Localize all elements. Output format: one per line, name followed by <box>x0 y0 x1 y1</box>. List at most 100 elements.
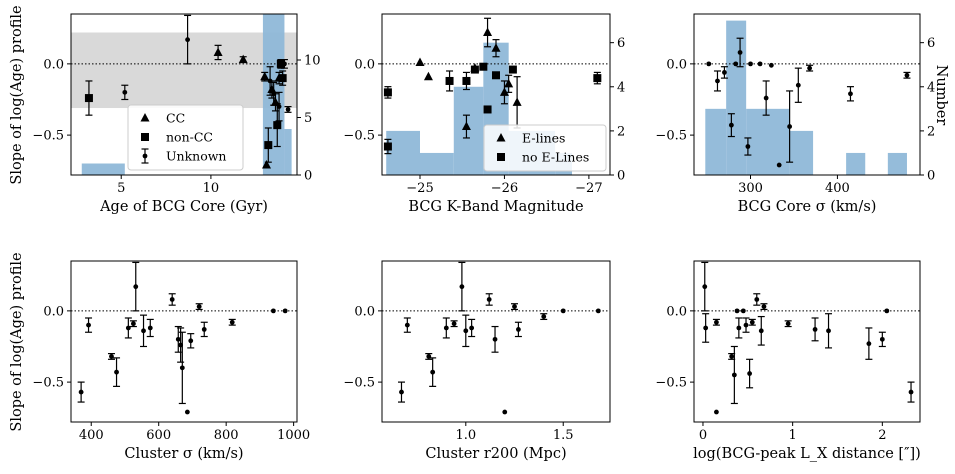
shared-y-axis-label-bottom: Slope of log(Age) profile <box>9 252 25 431</box>
point-triangle <box>483 27 493 37</box>
right-y-tick-label: 5 <box>304 111 312 126</box>
plot-area-cluster_sigma <box>71 261 297 415</box>
point-dot <box>728 122 734 128</box>
point-dot <box>541 314 547 319</box>
right-y-tick-label: 4 <box>617 80 625 95</box>
point-square <box>383 88 392 97</box>
point-dot <box>734 308 740 314</box>
legend-label: CC <box>166 111 185 126</box>
x-tick-label: −25 <box>406 181 433 196</box>
x-tick-label: −27 <box>575 181 602 196</box>
point-square <box>593 74 602 83</box>
axes-frame <box>693 13 921 176</box>
right-y-tick-label: 0 <box>617 169 625 184</box>
point-dot <box>86 322 91 328</box>
y-tick-label: −0.5 <box>343 129 375 144</box>
x-axis-label: Age of BCG Core (Gyr) <box>99 199 268 215</box>
histogram-bar <box>746 108 790 175</box>
point-dot <box>904 72 910 78</box>
point-dot <box>169 297 175 302</box>
point-dot <box>706 61 712 67</box>
axes-frame <box>693 260 921 423</box>
x-tick-label: 400 <box>825 181 850 196</box>
point-dot <box>109 354 114 359</box>
point-square <box>483 105 492 114</box>
point-dot <box>714 409 719 415</box>
point-dot <box>131 321 136 327</box>
point-dot <box>404 322 410 328</box>
point-square <box>470 65 479 74</box>
point-dot <box>560 308 566 314</box>
point-dot <box>270 308 276 314</box>
point-dot <box>722 70 727 75</box>
x-tick-label: 1 <box>789 428 797 443</box>
panel-cluster_sigma: 400 600 800 1000 0.0 −0.5 Cluster σ (km/s) <box>32 260 310 462</box>
axes-frame <box>70 13 298 176</box>
point-dot <box>768 62 774 68</box>
plot-area-age <box>71 14 297 175</box>
right-y-tick-label: 6 <box>617 36 625 51</box>
histogram-bar <box>420 152 454 175</box>
y-tick-label: −0.5 <box>32 129 64 144</box>
legend-label: no E-Lines <box>522 150 589 165</box>
point-dot <box>282 308 288 314</box>
legend-marker-dot <box>142 153 148 159</box>
axes-frame <box>381 13 611 176</box>
point-dot <box>179 365 185 371</box>
point-dot <box>595 308 601 314</box>
legend-age: CC non-CC Unknown <box>127 104 244 171</box>
point-dot <box>763 95 769 101</box>
point-square <box>84 94 93 103</box>
histogram-bar <box>846 152 866 175</box>
x-tick-label: 2 <box>878 428 886 443</box>
point-dot <box>787 124 793 129</box>
point-dot <box>714 319 719 325</box>
x-tick-label: 5 <box>117 181 125 196</box>
point-dot <box>443 325 449 331</box>
axes-frame <box>381 260 611 423</box>
y-tick-label: −0.5 <box>343 376 375 391</box>
point-triangle <box>262 160 272 169</box>
point-dot <box>502 409 508 415</box>
x-tick-label: 400 <box>79 428 104 443</box>
y-tick-label: −0.5 <box>655 129 687 144</box>
point-dot <box>702 284 708 290</box>
point-dot <box>469 325 475 331</box>
x-tick-label: 1000 <box>277 428 310 443</box>
point-dot <box>185 37 190 43</box>
point-dot <box>731 372 737 378</box>
panel-age: 5 10 0.0 −0.5 0 5 10 Age of BCG Core (Gyr) CC non… <box>32 13 321 215</box>
legend-marker-triangle <box>140 113 150 122</box>
x-tick-label: 1.5 <box>553 428 574 443</box>
histogram-bar <box>386 130 420 175</box>
point-triangle <box>260 71 270 81</box>
point-square <box>278 74 287 83</box>
point-square <box>264 141 273 150</box>
y-tick-label: 0.0 <box>666 57 687 72</box>
shaded-band <box>71 32 297 109</box>
x-axis-label: BCG K-Band Magnitude <box>408 199 583 215</box>
point-dot <box>114 369 119 375</box>
point-dot <box>516 326 521 332</box>
x-tick-label: 1.0 <box>455 428 476 443</box>
point-dot <box>703 325 709 331</box>
legend-kband: E-lines no E-Lines <box>483 124 607 172</box>
right-y-tick-label: 0 <box>304 169 312 184</box>
histogram-bar <box>705 108 727 175</box>
point-square <box>508 65 517 74</box>
point-dot <box>812 326 818 332</box>
point-triangle <box>213 47 223 56</box>
point-dot <box>795 82 801 88</box>
point-dot <box>459 284 465 290</box>
point-dot <box>745 144 751 149</box>
point-dot <box>184 409 190 415</box>
histogram-bar <box>789 130 814 175</box>
point-dot <box>486 297 492 302</box>
point-dot <box>715 78 720 84</box>
point-dot <box>826 328 831 334</box>
point-dot <box>463 328 469 334</box>
point-square <box>492 71 500 80</box>
plot-area-lx <box>694 261 920 415</box>
legend-marker-square <box>497 153 505 161</box>
legend-box <box>127 104 244 171</box>
